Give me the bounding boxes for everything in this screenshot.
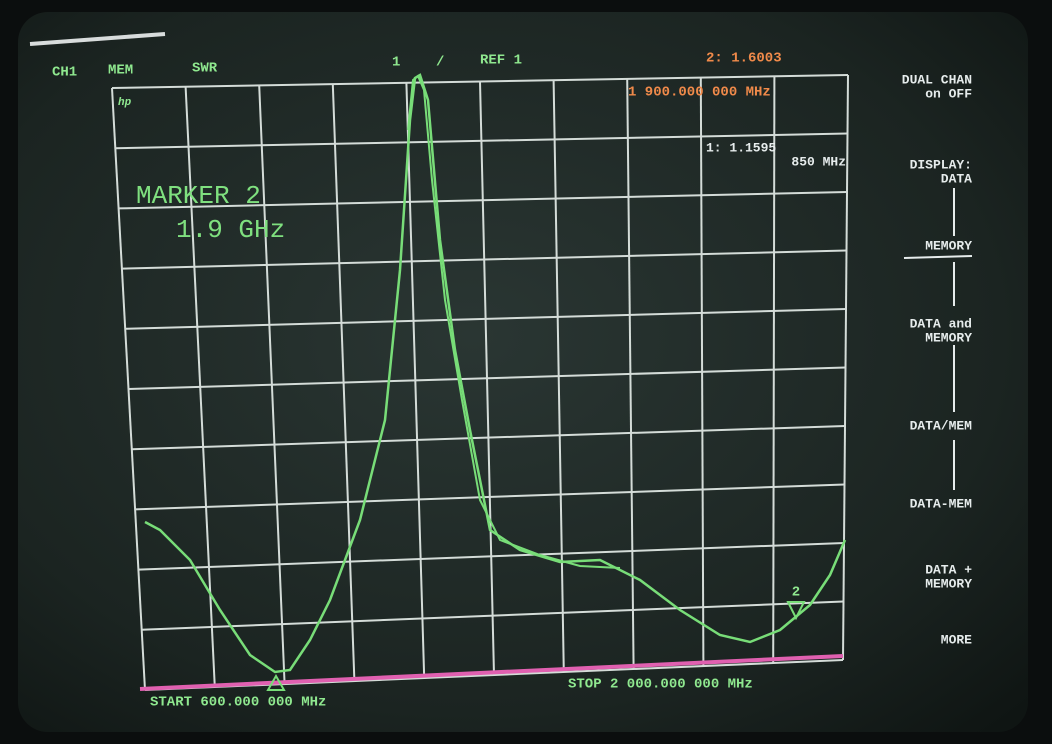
display	[18, 12, 1028, 732]
softkey[interactable]: DATA-MEM	[910, 496, 973, 511]
softkey-label: DATA +	[925, 562, 972, 577]
grid-line	[141, 600, 844, 631]
softkey-label: MEMORY	[925, 238, 972, 253]
softkey-label: DATA-MEM	[910, 496, 973, 511]
reference: REF 1	[480, 53, 522, 69]
marker-2	[786, 601, 806, 621]
baseline	[139, 654, 844, 691]
softkey-label: MORE	[941, 632, 972, 647]
logo: hp	[118, 97, 132, 109]
softkey-label: DATA/MEM	[910, 418, 973, 433]
grid-line	[131, 425, 846, 451]
softkey[interactable]: DATA/MEM	[910, 418, 973, 433]
softkey-label: DATA	[941, 171, 972, 186]
glare	[29, 32, 166, 46]
channel: CH1	[52, 65, 77, 81]
grid-line	[772, 76, 776, 664]
grid-line	[626, 78, 635, 670]
stop-freq: STOP 2 000.000 000 MHz	[568, 677, 753, 693]
grid-line	[842, 74, 849, 661]
marker1-freq: 850 MHz	[791, 154, 846, 169]
softkey[interactable]: MEMORY	[925, 238, 972, 253]
graticule	[111, 74, 849, 691]
mode: MEM	[108, 63, 133, 79]
trace-memory	[407, 74, 621, 569]
active-marker-freq: 1 900.000 000 MHz	[628, 85, 771, 101]
softkey-label: DATA and	[910, 316, 972, 331]
marker-label: 2	[792, 585, 800, 601]
marker1-value: 1: 1.1595	[706, 140, 776, 155]
format: SWR	[192, 61, 218, 77]
grid-line	[128, 366, 846, 390]
trace-data	[144, 73, 847, 674]
softkey-label: DUAL CHAN	[902, 72, 972, 87]
marker-1	[266, 673, 286, 691]
softkey[interactable]: MORE	[941, 632, 972, 647]
grid-line	[135, 483, 845, 511]
softkey[interactable]: DISPLAY:DATA	[910, 157, 973, 186]
annotation-2: 1.9 GHz	[176, 215, 285, 245]
grid-line	[138, 542, 845, 571]
softkey-label: MEMORY	[925, 330, 972, 345]
start-freq: START 600.000 000 MHz	[150, 695, 326, 711]
underline	[903, 255, 973, 259]
softkey-label: MEMORY	[925, 576, 972, 591]
softkey-label: DISPLAY:	[910, 157, 972, 172]
scale: 1	[392, 55, 400, 71]
grid-line	[552, 80, 565, 673]
active-marker-value: 2: 1.6003	[706, 51, 782, 67]
softkey-label: on OFF	[925, 86, 972, 101]
grid-line	[699, 77, 705, 667]
softkey[interactable]: DATA +MEMORY	[925, 562, 972, 591]
annotation-1: MARKER 2	[136, 181, 261, 211]
separator: /	[436, 55, 444, 71]
